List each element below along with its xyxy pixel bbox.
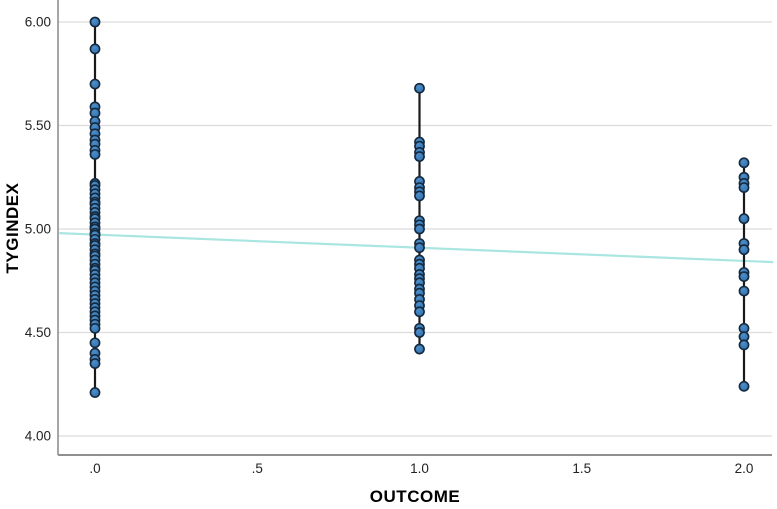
- data-point: [89, 322, 101, 334]
- data-point: [414, 151, 425, 162]
- y-tick-label: 5.00: [25, 222, 51, 237]
- data-point: [89, 337, 101, 349]
- x-tick-label: 1.0: [410, 461, 429, 476]
- y-tick-label: 6.00: [25, 15, 51, 30]
- data-point: [414, 190, 425, 202]
- data-point: [89, 16, 101, 28]
- x-tick-label: 2.0: [735, 461, 754, 476]
- data-point: [414, 82, 425, 94]
- data-point: [738, 285, 750, 297]
- data-point: [89, 149, 101, 160]
- data-point: [414, 306, 425, 318]
- y-tick-label: 4.00: [25, 429, 51, 444]
- data-point: [414, 223, 425, 235]
- data-point: [738, 182, 750, 193]
- x-tick-label: .0: [89, 461, 100, 476]
- data-point: [414, 327, 425, 338]
- y-tick-label: 5.50: [25, 118, 51, 133]
- data-point: [89, 387, 101, 398]
- data-point: [738, 380, 750, 392]
- data-point: [89, 358, 101, 369]
- data-point: [738, 244, 750, 256]
- data-point: [738, 157, 750, 169]
- data-point: [414, 343, 425, 355]
- x-tick-label: .5: [252, 461, 263, 476]
- y-tick-label: 4.50: [25, 325, 51, 340]
- data-point: [89, 43, 101, 55]
- data-point: [738, 213, 750, 225]
- x-tick-label: 1.5: [572, 461, 591, 476]
- data-point: [738, 271, 750, 283]
- y-axis-title: TYGINDEX: [3, 182, 22, 274]
- data-point: [738, 339, 750, 351]
- data-point: [89, 78, 101, 90]
- data-point: [414, 242, 425, 254]
- x-axis-title: OUTCOME: [369, 487, 461, 506]
